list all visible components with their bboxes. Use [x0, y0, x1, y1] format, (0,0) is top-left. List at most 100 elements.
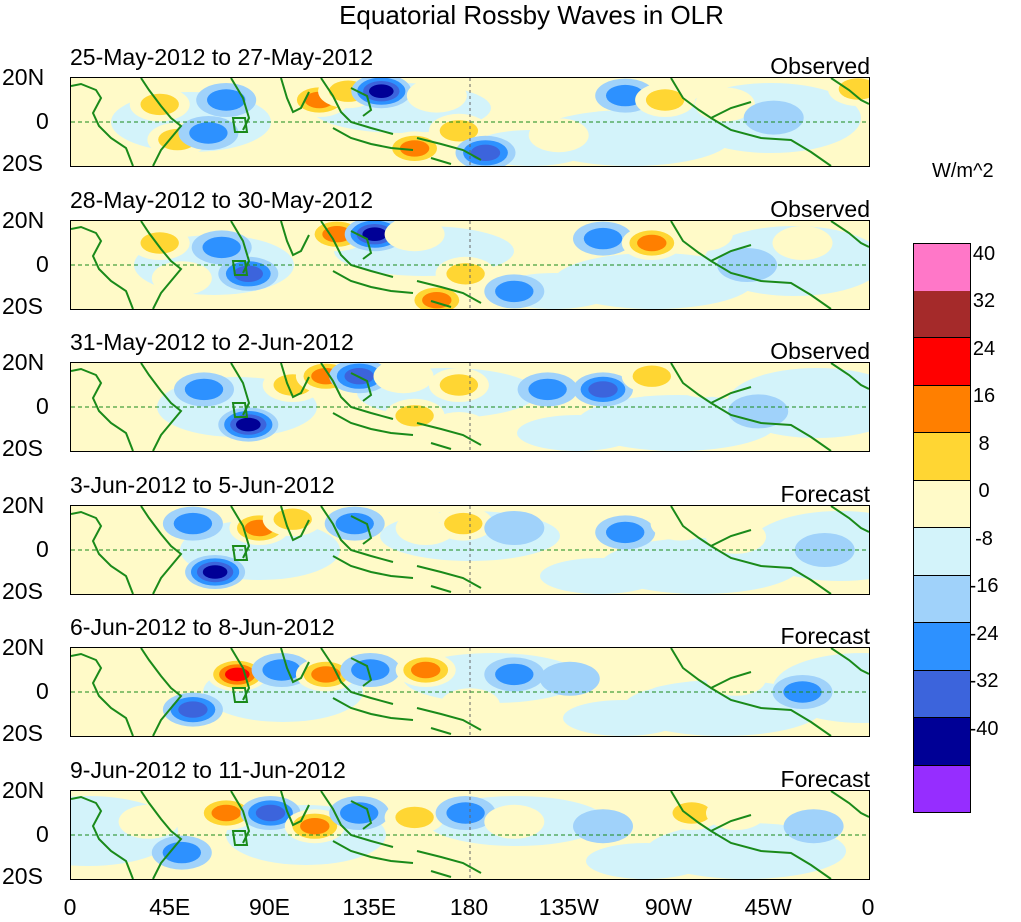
- anomaly-contour: [470, 144, 501, 161]
- panel-kind-label: Forecast: [780, 766, 870, 792]
- coastline: [416, 565, 482, 589]
- panel-date-range: 9-Jun-2012 to 11-Jun-2012: [70, 757, 346, 783]
- coastline: [71, 225, 134, 309]
- coastline: [710, 260, 832, 309]
- anomaly-contours: [118, 506, 855, 589]
- coastline: [280, 221, 310, 257]
- anomaly-contour: [151, 261, 212, 296]
- coastline: [231, 830, 249, 846]
- coastlines: [71, 648, 869, 736]
- coastline: [320, 506, 394, 563]
- coastline: [670, 221, 752, 263]
- coastline: [332, 697, 414, 721]
- lon-tick-label: 90E: [249, 894, 290, 920]
- coastline: [416, 280, 482, 304]
- coastline: [71, 795, 134, 879]
- anomaly-wash: [517, 415, 637, 451]
- colorbar-swatch: [913, 338, 971, 386]
- coastline: [280, 78, 310, 114]
- anomaly-contour: [637, 234, 667, 252]
- coastline: [710, 545, 832, 594]
- anomaly-contour: [794, 533, 855, 567]
- anomaly-contour: [446, 802, 485, 824]
- anomaly-contour: [606, 521, 645, 544]
- anomaly-contour: [528, 378, 567, 401]
- panel-date-range: 6-Jun-2012 to 8-Jun-2012: [70, 614, 335, 640]
- anomaly-contour: [202, 236, 241, 259]
- anomaly-contour: [606, 657, 667, 692]
- anomaly-contour: [706, 519, 766, 554]
- colorbar-swatch: [913, 670, 971, 718]
- olr-anomaly-map: [71, 363, 869, 451]
- anomaly-contour: [440, 688, 500, 723]
- anomaly-contour: [672, 802, 711, 824]
- lat-label-20n: 20N: [2, 207, 45, 233]
- anomaly-contour: [362, 227, 388, 241]
- anomaly-contour: [335, 512, 374, 535]
- anomaly-contour: [233, 265, 263, 282]
- anomaly-contour: [484, 804, 545, 839]
- coastline: [430, 300, 452, 308]
- colorbar-tick-label: -40: [969, 717, 999, 740]
- coastline: [231, 402, 249, 418]
- colorbar-tick-label: -8: [975, 527, 993, 550]
- lat-label-equator: 0: [36, 393, 49, 419]
- anomaly-contour: [189, 122, 228, 144]
- anomaly-contour: [384, 221, 445, 252]
- coastline: [280, 363, 310, 399]
- anomaly-contour: [236, 417, 261, 432]
- lon-tick-label: 0: [861, 894, 875, 920]
- colorbar-tick-label: 16: [972, 385, 996, 407]
- anomaly-contour: [743, 100, 804, 135]
- anomaly-contour: [728, 394, 789, 429]
- coastlines: [71, 221, 869, 309]
- coastline: [416, 422, 482, 446]
- lat-label-20n: 20N: [2, 349, 45, 375]
- coastline: [320, 363, 394, 420]
- anomaly-contour: [428, 412, 489, 446]
- lat-label-20n: 20N: [2, 492, 45, 518]
- coastline: [320, 791, 394, 848]
- panel-date-range: 25-May-2012 to 27-May-2012: [70, 44, 373, 70]
- coastline: [430, 442, 452, 450]
- map-panel: [70, 790, 870, 880]
- anomaly-contour: [645, 89, 685, 111]
- coastline: [280, 791, 310, 827]
- lat-label-20n: 20N: [2, 777, 45, 803]
- lat-label-equator: 0: [36, 251, 49, 277]
- anomaly-contour: [573, 809, 633, 844]
- coastline: [830, 363, 869, 390]
- coastline: [350, 800, 373, 830]
- colorbar-swatch: [913, 385, 971, 433]
- coastline: [710, 687, 832, 736]
- anomaly-wash: [586, 843, 706, 879]
- coastline: [231, 260, 249, 276]
- lon-tick-label: 135E: [342, 894, 397, 920]
- anomaly-contour: [184, 378, 224, 401]
- colorbar-tick-label: -16: [969, 575, 999, 597]
- anomaly-contour: [838, 78, 869, 100]
- coastline: [830, 221, 869, 248]
- anomaly-contour: [439, 120, 479, 142]
- coastline: [670, 78, 752, 120]
- coastline: [71, 510, 134, 594]
- lon-tick-label: 45W: [744, 894, 792, 920]
- coastline: [416, 850, 482, 874]
- anomaly-contour: [178, 701, 208, 718]
- coastline: [231, 687, 249, 703]
- map-panel: [70, 220, 870, 310]
- lat-label-equator: 0: [36, 108, 49, 134]
- colorbar: [913, 243, 971, 813]
- coastline: [71, 82, 134, 166]
- lon-tick-label: 135W: [538, 894, 599, 920]
- anomaly-contour: [255, 804, 286, 822]
- anomaly-contour: [411, 661, 441, 679]
- anomaly-wash: [563, 700, 683, 736]
- map-panel: [70, 362, 870, 452]
- anomaly-contours: [96, 653, 833, 727]
- anomaly-contour: [446, 263, 485, 285]
- coastline: [350, 657, 373, 687]
- panel-date-range: 31-May-2012 to 2-Jun-2012: [70, 329, 354, 355]
- olr-anomaly-map: [71, 221, 869, 309]
